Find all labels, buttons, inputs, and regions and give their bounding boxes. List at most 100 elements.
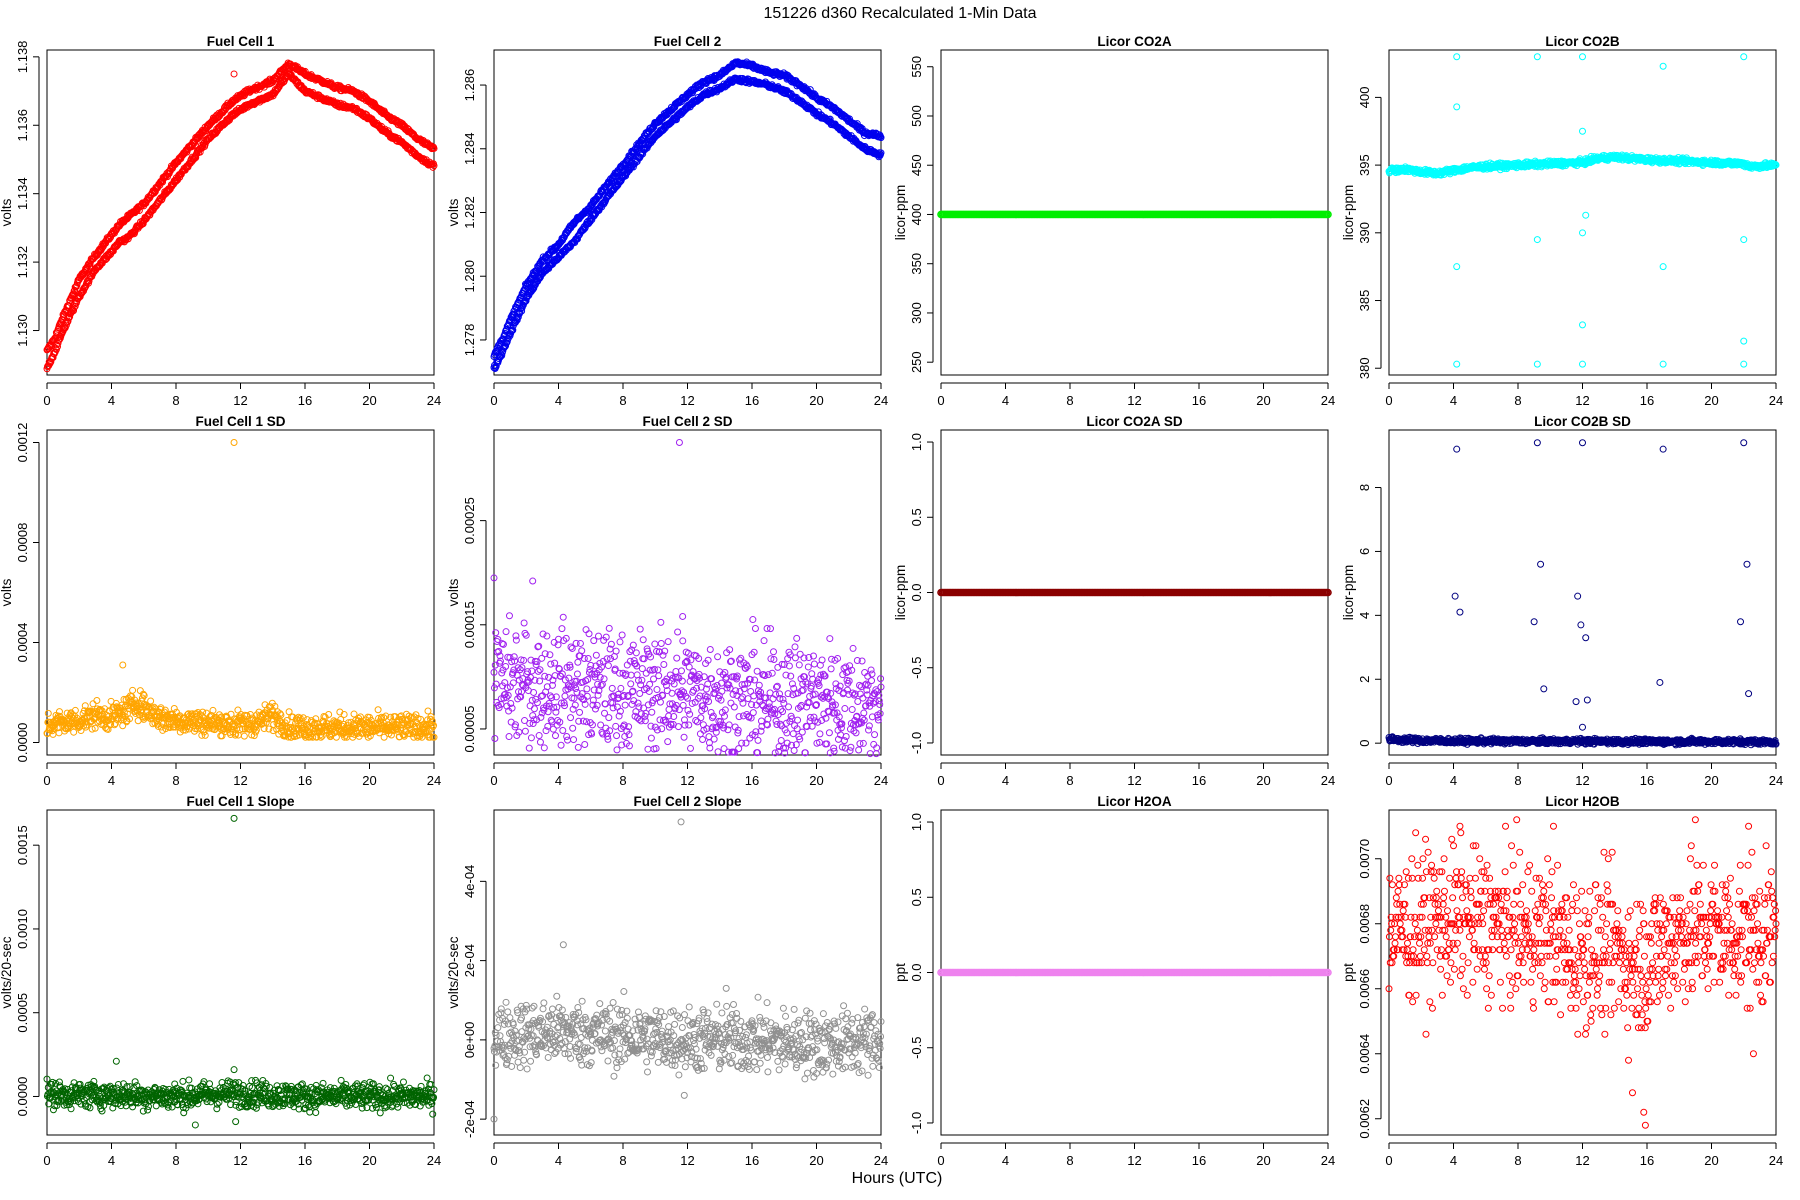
y-tick-label: 1.282 — [462, 196, 477, 229]
x-tick-label: 16 — [298, 393, 312, 408]
y-tick-label: 0.0008 — [15, 523, 30, 563]
y-tick-label: 1.130 — [15, 314, 30, 347]
x-tick-label: 0 — [490, 393, 497, 408]
panel-grid: Fuel Cell 10 4 8 12 16 20 241.1301.1321.1341.1… — [0, 34, 1783, 1168]
outlier-point — [1453, 103, 1461, 111]
data-point — [112, 227, 120, 235]
outlier-point — [1533, 236, 1541, 244]
data-point — [89, 700, 97, 708]
y-tick-label: 350 — [909, 253, 924, 275]
data-point — [55, 336, 63, 344]
plot-frame — [1388, 49, 1777, 376]
panel-2: Fuel Cell 20 4 8 12 16 20 241.2781.2801.2821.2… — [446, 34, 888, 408]
x-tick-label: 8 — [1514, 393, 1521, 408]
y-tick-label: 1.284 — [462, 133, 477, 166]
data-point — [47, 358, 55, 366]
x-tick-label: 0 — [1385, 393, 1392, 408]
data-point — [93, 697, 101, 705]
x-tick-label: 24 — [1321, 393, 1335, 408]
x-tick-label: 12 — [1127, 393, 1141, 408]
x-tick-label: 8 — [172, 393, 179, 408]
x-tick-label: 12 — [233, 773, 247, 788]
x-tick-label: 24 — [874, 393, 888, 408]
y-tick-label: 0.0004 — [15, 623, 30, 663]
x-tick-label: 20 — [809, 393, 823, 408]
y-tick-label: 450 — [909, 154, 924, 176]
outlier-point — [1453, 360, 1461, 368]
data-point — [430, 144, 438, 152]
outlier-point — [1659, 62, 1667, 70]
y-tick-label: 1.286 — [462, 69, 477, 102]
y-tick-label: 1.278 — [462, 324, 477, 357]
x-tick-label: 0 — [43, 393, 50, 408]
x-tick-label: 8 — [619, 393, 626, 408]
outlier-point — [1579, 53, 1586, 61]
data-point — [66, 313, 74, 321]
x-tick-label: 4 — [108, 393, 115, 408]
y-tick-label: 550 — [909, 56, 924, 78]
outlier-point — [1582, 211, 1590, 219]
data-point — [44, 709, 52, 717]
x-tick-label: 4 — [108, 773, 115, 788]
y-axis-label: volts — [446, 198, 461, 226]
figure-title: 151226 d360 Recalculated 1-Min Data — [763, 5, 1036, 22]
data-points — [1385, 53, 1780, 368]
outlier-point — [1453, 53, 1461, 61]
data-point — [70, 307, 78, 315]
x-tick-label: 24 — [1769, 393, 1783, 408]
outlier-point — [1579, 229, 1586, 237]
outlier-point — [1579, 360, 1586, 368]
data-point — [64, 317, 72, 325]
y-tick-label: 390 — [1357, 222, 1372, 244]
data-point — [129, 686, 137, 694]
x-tick-label: 16 — [1192, 393, 1206, 408]
y-axis-label: volts — [0, 578, 14, 606]
outlier-point — [1659, 360, 1667, 368]
x-tick-label: 4 — [555, 393, 562, 408]
y-tick-label: 395 — [1357, 154, 1372, 176]
data-point — [86, 262, 94, 270]
data-point — [70, 728, 78, 736]
outlier-point — [1579, 127, 1586, 135]
outlier-point — [1740, 337, 1748, 345]
data-point — [147, 697, 155, 705]
x-tick-label: 8 — [1066, 393, 1073, 408]
y-tick-label: 400 — [1357, 87, 1372, 109]
outlier-point — [1533, 360, 1541, 368]
panel-title: Fuel Cell 1 SD — [195, 414, 285, 429]
panel-title: Fuel Cell 1 — [207, 34, 275, 49]
x-tick-label: 20 — [1704, 393, 1718, 408]
x-tick-label: 16 — [298, 773, 312, 788]
x-tick-label: 24 — [427, 773, 441, 788]
data-point — [70, 290, 78, 298]
panel-title: Fuel Cell 2 — [654, 34, 722, 49]
y-tick-label: 1.138 — [15, 41, 30, 74]
y-axis-label: licor-ppm — [1341, 185, 1356, 241]
data-point — [71, 302, 79, 310]
y-axis-label: volts — [0, 198, 14, 226]
outlier-point — [1533, 53, 1541, 61]
x-tick-label: 0 — [43, 773, 50, 788]
y-tick-label: 500 — [909, 105, 924, 127]
x-tick-label: 16 — [1640, 393, 1654, 408]
x-tick-label: 20 — [362, 773, 376, 788]
x-tick-label: 12 — [680, 393, 694, 408]
panel-5: Fuel Cell 1 SD 0 4 8 12 16 20 24 0.0000 0.0004 0.0… — [0, 414, 441, 788]
data-points — [490, 58, 885, 373]
panel-title: Licor CO2B — [1545, 34, 1620, 49]
outlier-point — [1740, 360, 1748, 368]
outlier-point — [1579, 321, 1586, 329]
y-tick-label: 0.0000 — [15, 723, 30, 763]
x-tick-label: 8 — [172, 773, 179, 788]
data-point — [78, 288, 86, 296]
y-tick-label: 1.136 — [15, 109, 30, 142]
data-points — [937, 210, 1332, 219]
panel-title: Licor CO2A — [1097, 34, 1172, 49]
y-axis-label: licor-ppm — [893, 185, 908, 241]
data-points — [43, 439, 438, 741]
plot-frame — [46, 49, 435, 376]
data-point — [69, 290, 77, 298]
data-point — [240, 732, 248, 740]
y-tick-label: 380 — [1357, 357, 1372, 379]
